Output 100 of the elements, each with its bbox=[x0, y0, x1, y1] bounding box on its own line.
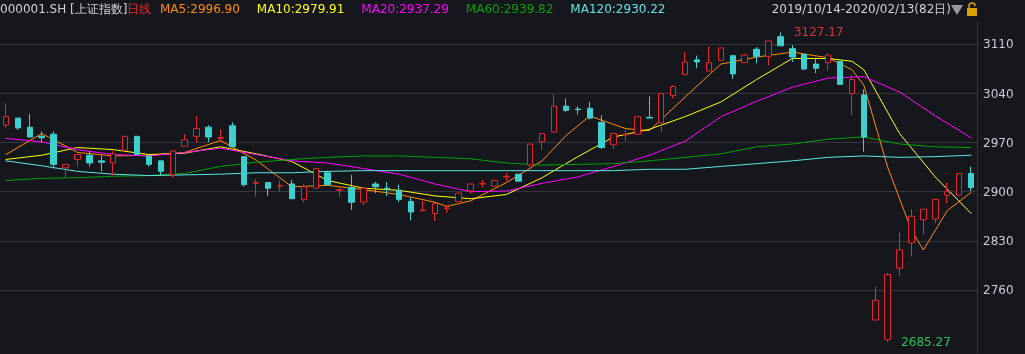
candlestick bbox=[563, 97, 569, 113]
candlestick bbox=[837, 60, 843, 85]
annotation: 2685.27 bbox=[901, 335, 951, 350]
candlestick bbox=[301, 183, 307, 203]
candlestick bbox=[741, 53, 748, 64]
candlestick bbox=[384, 181, 390, 197]
text: MA10:2979.91 bbox=[256, 2, 345, 16]
candlestick bbox=[253, 178, 259, 198]
candlestick bbox=[777, 31, 784, 47]
candlestick bbox=[86, 150, 93, 167]
candlestick bbox=[539, 133, 545, 151]
candlestick bbox=[896, 231, 903, 277]
candlestick bbox=[515, 173, 522, 182]
candlestick bbox=[158, 160, 164, 176]
y-tick-label: 2900 bbox=[983, 184, 1014, 199]
candlestick bbox=[694, 55, 700, 69]
line-series bbox=[5, 136, 972, 181]
line-series bbox=[5, 51, 972, 251]
candlestick bbox=[265, 182, 271, 197]
candlestick bbox=[408, 196, 414, 221]
chart-title: 000001.SH [上证指数] bbox=[0, 2, 128, 16]
candlestick bbox=[372, 181, 379, 194]
y-tick-label: 2760 bbox=[983, 282, 1014, 297]
candlestick bbox=[396, 184, 402, 203]
candlestick bbox=[968, 165, 974, 192]
candlestick bbox=[503, 172, 510, 182]
candlestick bbox=[181, 133, 188, 147]
candlestick bbox=[789, 44, 796, 63]
candlestick bbox=[849, 74, 855, 116]
candlestick bbox=[444, 204, 450, 214]
candlestick bbox=[193, 115, 200, 144]
y-tick-label: 3040 bbox=[983, 86, 1014, 101]
candlestick bbox=[670, 84, 676, 99]
candlestick bbox=[765, 40, 772, 66]
candlestick bbox=[348, 174, 355, 211]
candlestick bbox=[658, 93, 664, 133]
line-series bbox=[5, 76, 972, 193]
candlestick bbox=[610, 133, 617, 150]
candlestick bbox=[861, 88, 867, 153]
candlestick bbox=[551, 93, 557, 134]
candlestick bbox=[467, 183, 474, 195]
line-series bbox=[5, 57, 972, 214]
candlestick bbox=[122, 135, 128, 151]
line-series bbox=[5, 154, 972, 177]
candlestick bbox=[527, 143, 533, 168]
candlestick bbox=[706, 46, 712, 72]
candlestick bbox=[38, 130, 45, 144]
candlestick bbox=[587, 101, 593, 120]
candlestick bbox=[920, 208, 927, 235]
candlestick bbox=[598, 114, 605, 150]
text: MA60:2939.82 bbox=[465, 2, 554, 16]
candlestick bbox=[360, 187, 367, 206]
candlestick bbox=[432, 203, 438, 222]
candlestick bbox=[289, 179, 295, 200]
candlestick bbox=[908, 208, 915, 257]
candlestick bbox=[241, 156, 247, 188]
candlestick bbox=[98, 154, 105, 172]
candlestick bbox=[420, 200, 426, 212]
candlestick bbox=[3, 102, 9, 129]
candlestick bbox=[15, 117, 21, 131]
candlestick bbox=[50, 130, 57, 170]
text: MA120:2930.22 bbox=[570, 2, 666, 16]
candlestick bbox=[277, 179, 283, 193]
y-tick-label: 2830 bbox=[983, 233, 1014, 248]
candlestick bbox=[646, 95, 653, 119]
candlestick bbox=[336, 185, 343, 198]
candlestick bbox=[146, 155, 152, 167]
candlestick bbox=[479, 179, 486, 188]
candlestick bbox=[170, 150, 176, 179]
text: 2019/10/14-2020/02/13(82日) bbox=[771, 2, 952, 16]
candlestick bbox=[110, 150, 116, 177]
candlestick bbox=[313, 168, 319, 189]
candlestick bbox=[944, 182, 950, 205]
candlestick bbox=[491, 179, 498, 188]
candlestick bbox=[27, 113, 33, 138]
candlestick bbox=[801, 53, 807, 71]
candlestick bbox=[932, 198, 939, 224]
candlestick bbox=[718, 47, 724, 62]
y-tick-label: 2970 bbox=[983, 135, 1014, 150]
chart-subtitle: 日线 bbox=[127, 2, 151, 16]
candlestick bbox=[229, 121, 236, 148]
candlestick bbox=[455, 192, 462, 203]
text: MA20:2937.29 bbox=[361, 2, 449, 16]
candlestick bbox=[622, 128, 629, 142]
candlestick bbox=[682, 51, 688, 76]
candlestick bbox=[813, 57, 819, 74]
candlestick bbox=[205, 124, 212, 143]
candlestick bbox=[634, 116, 641, 135]
y-tick-label: 3110 bbox=[983, 37, 1014, 52]
candlestick bbox=[217, 128, 224, 143]
candlestick bbox=[324, 170, 331, 186]
candlestick bbox=[575, 105, 581, 116]
candlestick bbox=[956, 172, 962, 196]
candlestick bbox=[134, 135, 140, 156]
candlestick bbox=[825, 53, 831, 71]
candlestick bbox=[884, 272, 891, 343]
annotation: 3127.17 bbox=[793, 25, 844, 40]
text: MA5:2996.90 bbox=[160, 2, 240, 16]
candlestick bbox=[753, 46, 760, 64]
candlestick bbox=[62, 163, 69, 179]
